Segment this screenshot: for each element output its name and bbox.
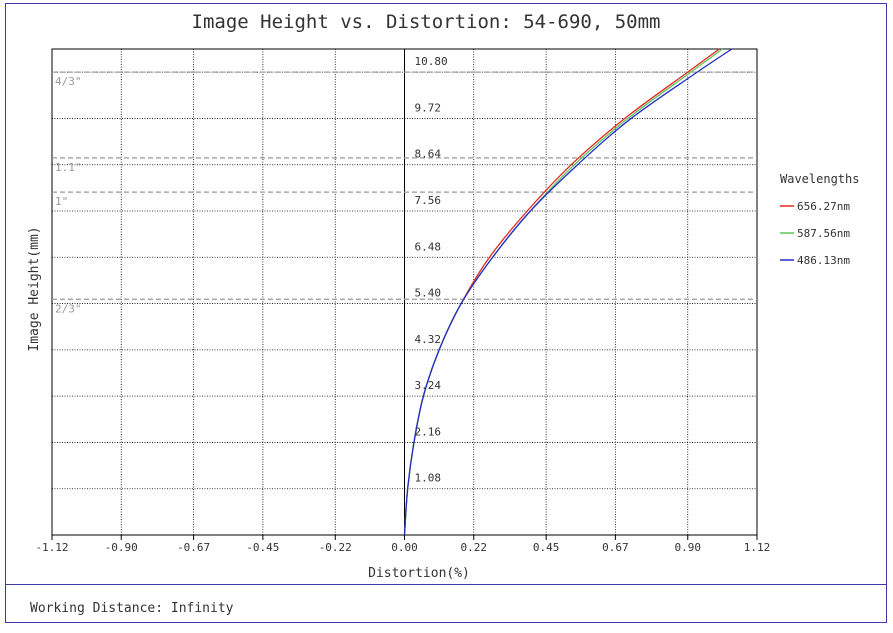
y-tick-label: 4.32 [415, 333, 442, 346]
legend-label: 656.27nm [797, 200, 850, 213]
x-tick-label: 0.45 [533, 541, 560, 554]
legend-label: 587.56nm [797, 227, 850, 240]
working-distance-text: Working Distance: Infinity [30, 601, 234, 616]
y-tick-label: 10.80 [415, 55, 448, 68]
x-tick-label: -1.12 [35, 541, 68, 554]
y-tick-label: 9.72 [415, 101, 442, 114]
series-line-656.27nm [403, 48, 720, 536]
y-tick-label: 1.08 [415, 472, 442, 485]
x-tick-label: -0.45 [246, 541, 279, 554]
y-tick-label: 6.48 [415, 240, 442, 253]
chart-frame [5, 3, 887, 623]
y-tick-label: 7.56 [415, 194, 442, 207]
y-tick-label: 3.24 [415, 379, 442, 392]
chart-title: Image Height vs. Distortion: 54-690, 50m… [192, 11, 661, 33]
x-tick-label: -0.67 [177, 541, 210, 554]
sensor-label: 1.1" [55, 161, 82, 174]
series-line-486.13nm [403, 48, 733, 536]
x-tick-label: 0.22 [460, 541, 487, 554]
x-tick-label: 0.90 [675, 541, 702, 554]
x-tick-label: 1.12 [744, 541, 771, 554]
y-tick-label: 5.40 [415, 287, 442, 300]
x-axis-label: Distortion(%) [368, 566, 470, 581]
y-tick-label: 2.16 [415, 425, 442, 438]
tick-labels: -1.12 -0.90 -0.67 -0.45 -0.22 0.00 0.22 0.45 0.6… [35, 55, 770, 554]
legend-label: 486.13nm [797, 254, 850, 267]
y-axis-label: Image Height(mm) [27, 226, 42, 351]
sensor-label: 2/3" [55, 302, 82, 315]
x-tick-label: -0.22 [319, 541, 352, 554]
sensor-label: 1" [55, 195, 68, 208]
sensor-label: 4/3" [55, 75, 82, 88]
y-tick-label: 8.64 [415, 148, 442, 161]
legend-title: Wavelengths [780, 172, 859, 186]
footer-divider [5, 584, 887, 585]
x-tick-label: 0.00 [391, 541, 418, 554]
sensor-lines: 4/3" 1.1" 1" 2/3" [52, 71, 757, 315]
x-tick-label: 0.67 [602, 541, 629, 554]
series-line-587.56nm [403, 48, 723, 536]
grid-layer [51, 48, 758, 540]
x-tick-label: -0.90 [105, 541, 138, 554]
legend: Wavelengths 656.27nm 587.56nm 486.13nm [780, 172, 859, 267]
series-layer [403, 48, 733, 536]
